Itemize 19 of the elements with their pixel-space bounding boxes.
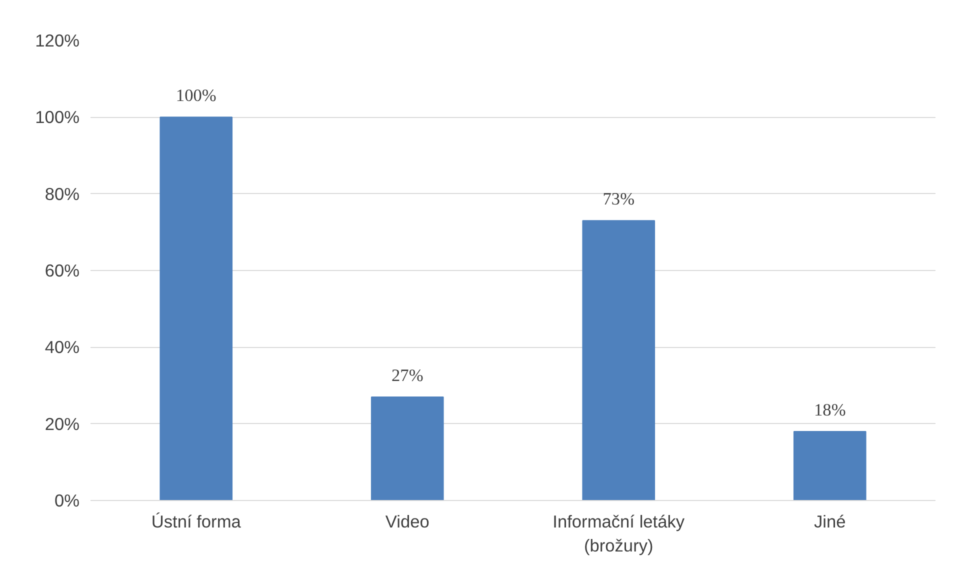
x-tick-label: Jiné — [814, 512, 846, 532]
y-tick-label: 20% — [44, 414, 80, 434]
data-label: 100% — [176, 86, 216, 106]
y-tick-label: 60% — [44, 260, 80, 280]
x-tick-label: Ústní forma — [151, 512, 242, 532]
data-label: 73% — [602, 190, 635, 209]
y-tick-label: 0% — [54, 490, 80, 510]
y-tick-label: 40% — [44, 337, 80, 358]
x-tick-label: Video — [385, 512, 430, 532]
bar — [370, 396, 444, 500]
y-tick-label: 100% — [35, 107, 80, 128]
bar — [160, 116, 233, 500]
x-tick-label: Informační letáky (brožury) — [552, 512, 685, 556]
bar — [793, 431, 866, 500]
y-tick-label: 120% — [35, 30, 80, 50]
data-label: 27% — [391, 366, 424, 385]
bar — [582, 220, 656, 500]
data-label: 18% — [814, 400, 846, 420]
y-tick-label: 80% — [44, 184, 80, 204]
